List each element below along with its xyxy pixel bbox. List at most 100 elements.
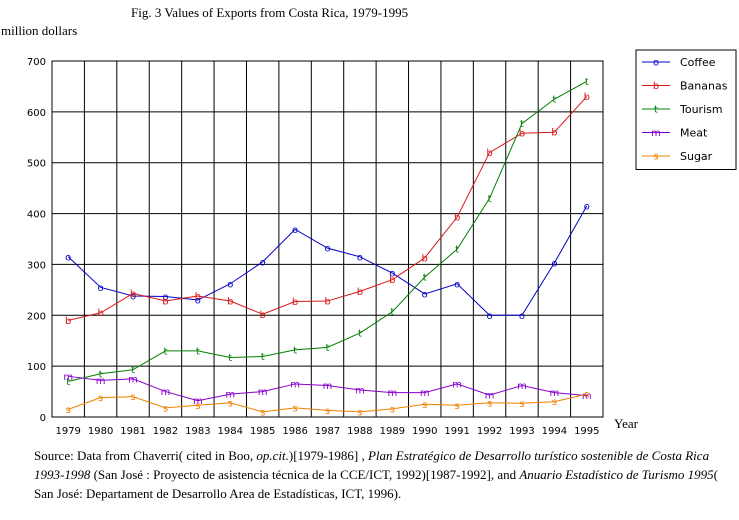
y-tick-labels: 0 100 200 300 400 500 600 700 (27, 57, 46, 424)
y-tick-label: 0 (40, 413, 46, 424)
y-tick-label: 300 (27, 260, 46, 271)
data-point: s (260, 407, 265, 418)
data-point: t (455, 245, 459, 256)
legend-label: Coffee (680, 56, 716, 69)
legend-marker: t (654, 105, 658, 116)
series-coffee: o o o o o o o o o o o o o o o o o (65, 201, 590, 321)
data-point: s (487, 398, 492, 409)
data-point: o (519, 311, 525, 322)
x-tick-label: 1980 (88, 426, 113, 437)
data-point: o (454, 279, 460, 290)
data-point: t (488, 194, 492, 205)
data-point: o (486, 311, 492, 322)
data-point: s (195, 401, 200, 412)
data-point: m (452, 379, 462, 390)
data-point: o (389, 269, 395, 280)
data-point: s (455, 401, 460, 412)
x-tick-label: 1979 (55, 426, 80, 437)
x-tick-label: 1990 (412, 426, 437, 437)
y-tick-label: 100 (27, 362, 46, 373)
data-point: b (454, 213, 460, 224)
legend-label: Meat (680, 127, 708, 140)
data-point: t (423, 273, 427, 284)
data-point: m (128, 374, 138, 385)
data-point: b (584, 92, 590, 103)
data-point: m (258, 387, 268, 398)
data-point: b (259, 310, 265, 321)
data-point: s (130, 392, 135, 403)
series-tourism: t t t t t t t t t t t t t t t t t (66, 77, 589, 388)
legend: o Coffee b Bananas t Tourism m Meat s Sugar (635, 49, 737, 170)
data-point: t (99, 369, 103, 380)
data-point: t (163, 346, 167, 357)
x-tick-label: 1982 (153, 426, 178, 437)
data-point: m (290, 379, 300, 390)
legend-label: Sugar (680, 150, 713, 163)
y-tick-label: 600 (27, 108, 46, 119)
legend-item: t Tourism (642, 103, 723, 116)
x-tick-label: 1995 (574, 426, 599, 437)
data-point: m (582, 391, 592, 402)
data-point: o (195, 296, 201, 307)
data-point: m (96, 376, 106, 387)
legend-box (635, 49, 737, 170)
x-tick-label: 1983 (185, 426, 210, 437)
source-part3: (San José : Proyecto de asistencia técni… (93, 467, 520, 482)
legend-item: m Meat (642, 127, 708, 140)
data-point: b (486, 148, 492, 159)
data-point: o (162, 292, 168, 303)
data-point: t (520, 119, 524, 130)
series-line (68, 393, 587, 413)
data-point: b (324, 297, 330, 308)
data-point: b (130, 289, 136, 300)
x-axis-label: Year (614, 416, 639, 431)
data-point: t (66, 377, 70, 388)
source-opcit: op.cit. (256, 448, 289, 463)
legend-marker: m (651, 128, 661, 139)
y-axis-label: million dollars (1, 23, 77, 38)
data-point: s (390, 404, 395, 415)
legend-marker: b (653, 81, 659, 92)
x-tick-label: 1992 (477, 426, 502, 437)
plot-area (51, 60, 604, 418)
legend-marker: o (653, 58, 659, 69)
data-point: s (519, 399, 524, 410)
data-point: b (422, 253, 428, 264)
x-tick-label: 1981 (120, 426, 145, 437)
series-meat: m m m m m m m m m m m m m m m m m (63, 372, 591, 407)
data-point: t (390, 307, 394, 318)
x-tick-label: 1989 (380, 426, 405, 437)
source-prefix: Source: Data from Chaverri( cited in Boo… (34, 448, 257, 463)
data-point: b (292, 297, 298, 308)
data-point: s (163, 403, 168, 414)
data-point: t (261, 352, 265, 363)
data-point: s (357, 407, 362, 418)
data-point: m (193, 396, 203, 407)
x-tick-labels: 1979 1980 1981 1982 1983 1984 1985 1986 1987 1988… (55, 426, 599, 437)
x-tick-label: 1991 (444, 426, 469, 437)
data-point: s (292, 403, 297, 414)
data-point: b (389, 275, 395, 286)
data-point: o (260, 257, 266, 268)
chart: Fig. 3 Values of Exports from Costa Rica… (1, 5, 737, 437)
legend-marker: s (653, 152, 658, 163)
series-sugar: s s s s s s s s s s s s s s s s s (66, 390, 590, 419)
data-point: o (584, 201, 590, 212)
data-point: s (228, 398, 233, 409)
data-point: t (585, 77, 589, 88)
data-point: s (584, 390, 589, 401)
data-point: o (130, 291, 136, 302)
data-point: t (552, 95, 556, 106)
data-point: s (422, 400, 427, 411)
y-tick-label: 200 (27, 311, 46, 322)
x-tick-label: 1985 (250, 426, 275, 437)
series-line (67, 205, 588, 316)
data-point: s (66, 405, 71, 416)
data-point: m (323, 381, 333, 392)
source-title1: Plan Estratégico de Desarrollo turístico… (34, 448, 710, 482)
legend-item: b Bananas (642, 80, 728, 93)
data-point: o (227, 279, 233, 290)
source-note: Source: Data from Chaverri( cited in Boo… (34, 446, 734, 503)
data-point: o (551, 258, 557, 269)
data-point: s (552, 397, 557, 408)
